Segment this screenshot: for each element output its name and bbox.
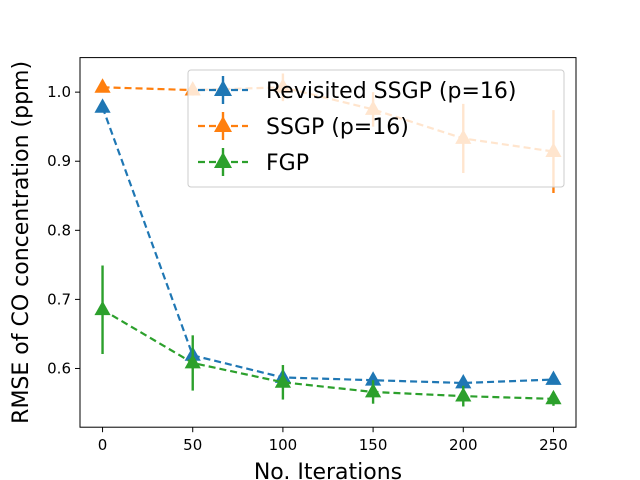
legend-label: SSGP (p=16) — [266, 115, 409, 140]
legend-entry: FGP — [198, 148, 309, 176]
data-point — [94, 98, 111, 113]
legend-label: Revisited SSGP (p=16) — [266, 79, 516, 104]
y-tick-label: 0.8 — [47, 221, 71, 239]
data-point — [94, 300, 111, 316]
data-point — [94, 78, 111, 93]
data-point — [455, 387, 472, 402]
data-point — [274, 373, 292, 388]
y-tick-label: 0.9 — [47, 152, 71, 170]
y-tick-label: 0.7 — [47, 290, 71, 308]
x-axis-label: No. Iterations — [254, 460, 402, 480]
data-point — [364, 371, 382, 386]
y-tick-label: 1.0 — [47, 83, 71, 101]
x-tick-label: 50 — [183, 436, 202, 454]
legend-label: FGP — [266, 151, 309, 176]
series-line — [101, 308, 554, 400]
legend-marker — [214, 80, 232, 96]
legend-box — [187, 69, 565, 188]
legend-entry: SSGP (p=16) — [198, 112, 409, 140]
y-tick-label: 0.6 — [47, 359, 71, 377]
x-tick-label: 150 — [359, 436, 388, 454]
x-tick-label: 100 — [269, 436, 298, 454]
y-axis-label: RMSE of CO concentration (ppm) — [9, 61, 34, 424]
x-tick-label: 250 — [539, 436, 568, 454]
legend-marker — [214, 116, 232, 132]
data-point — [545, 370, 562, 385]
data-point — [364, 382, 382, 398]
x-tick-label: 0 — [98, 436, 108, 454]
x-axis-ticks: 0 50 100 150 200 250 — [98, 427, 568, 454]
legend-marker — [214, 152, 232, 168]
plot-frame — [79, 57, 577, 428]
data-point — [545, 389, 562, 405]
legend: Revisited SSGP (p=16) SSGP (p=16) FGP — [187, 69, 565, 188]
legend-entry: Revisited SSGP (p=16) — [198, 76, 516, 104]
x-tick-label: 200 — [449, 436, 478, 454]
series-3 — [94, 265, 562, 407]
data-point — [455, 373, 472, 389]
data-point — [184, 353, 201, 369]
y-axis-ticks: 0.6 0.7 0.8 0.9 1.0 — [47, 83, 80, 377]
series-line — [101, 106, 554, 385]
